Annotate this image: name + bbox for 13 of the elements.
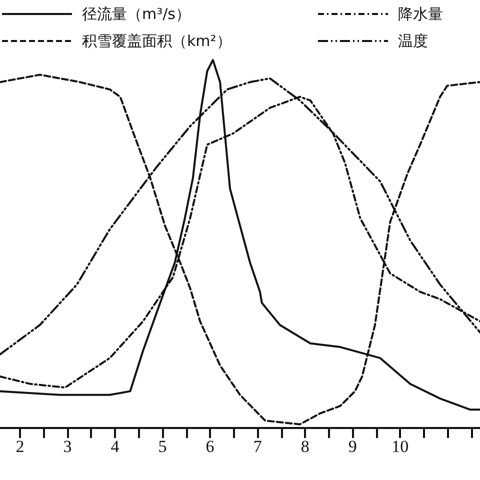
legend-label: 温度 xyxy=(398,32,428,50)
x-tick-label: 6 xyxy=(206,437,214,456)
x-tick-label: 10 xyxy=(392,437,409,456)
legend-label: 降水量 xyxy=(398,5,443,23)
legend-label: 积雪覆盖面积（km²） xyxy=(82,32,232,50)
x-tick-label: 5 xyxy=(158,437,167,456)
legend-label: 径流量（m³/s） xyxy=(82,5,190,23)
x-tick-label: 9 xyxy=(348,437,357,456)
x-tick-label: 3 xyxy=(63,437,72,456)
x-tick-label: 2 xyxy=(16,437,24,456)
x-tick-label: 8 xyxy=(300,437,310,456)
x-tick-label: 7 xyxy=(253,437,262,456)
x-tick-label: 4 xyxy=(110,437,120,456)
